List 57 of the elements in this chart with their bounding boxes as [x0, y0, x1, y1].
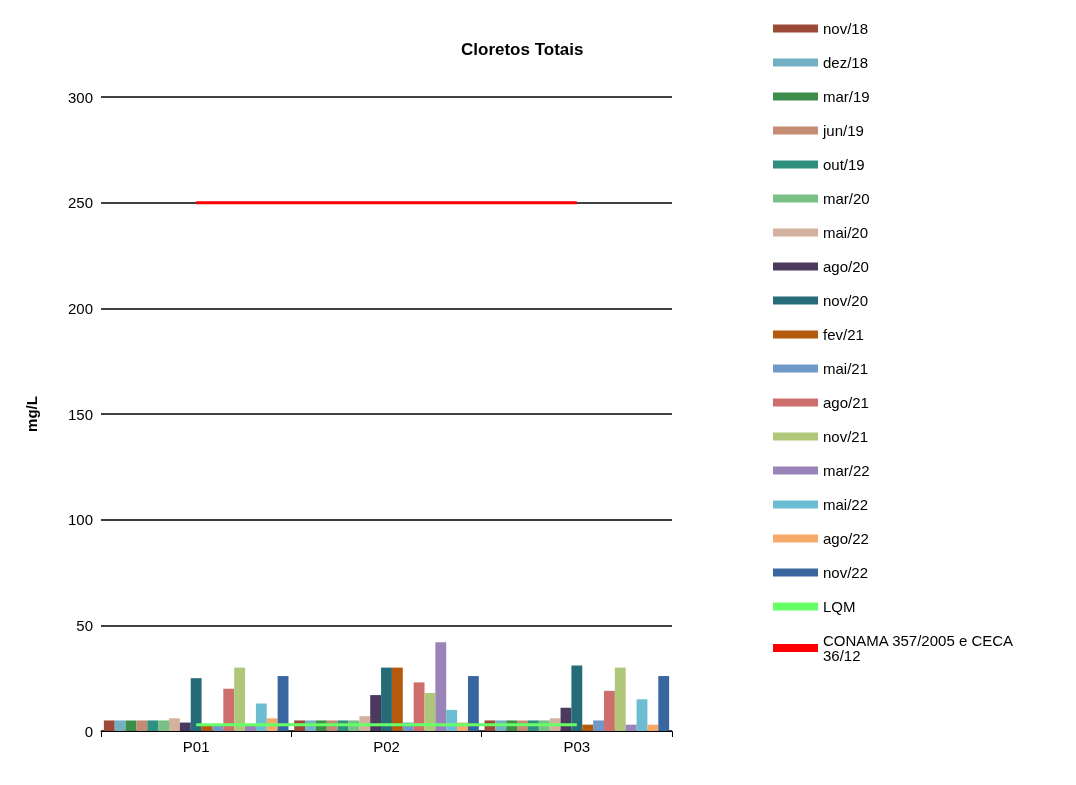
legend-label: ago/20 [823, 258, 869, 275]
y-tick-label: 300 [67, 88, 93, 106]
legend-label: ago/21 [823, 394, 869, 411]
legend-label: nov/22 [823, 564, 869, 581]
legend-label: mar/22 [823, 462, 870, 479]
bar [234, 667, 246, 731]
legend-label: nov/21 [823, 428, 869, 445]
legend-label: mar/19 [823, 88, 870, 105]
y-tick-label: 50 [76, 616, 93, 634]
legend-label: nov/20 [823, 292, 869, 309]
bar [467, 676, 479, 731]
bar [114, 720, 126, 731]
y-tick-label: 250 [67, 194, 93, 212]
bar [125, 720, 137, 731]
y-tick-label: 150 [67, 405, 93, 423]
bar [370, 695, 382, 731]
legend-label: mai/21 [823, 360, 869, 377]
chart-title: Cloretos Totais [461, 40, 584, 59]
bar [593, 720, 604, 731]
bar [636, 699, 648, 731]
legend-label: CONAMA 357/2005 e CECA 36/12 [823, 632, 1014, 664]
bar [614, 667, 626, 731]
x-tick-label: P01 [182, 738, 210, 755]
y-axis-title: mg/L [23, 396, 40, 432]
legend-label: mai/20 [823, 224, 869, 241]
legend-label: ago/22 [823, 530, 869, 547]
legend-label: out/19 [823, 156, 865, 173]
bar [169, 718, 180, 731]
bar [571, 665, 583, 731]
legend-label: dez/18 [823, 54, 869, 71]
bar [413, 682, 425, 731]
bar [223, 688, 235, 731]
legend-label: jun/19 [822, 122, 864, 139]
y-tick-label: 200 [67, 299, 93, 317]
bar [381, 667, 392, 731]
bar [647, 724, 659, 731]
bar [603, 690, 615, 731]
bar [136, 720, 148, 731]
bar [625, 724, 637, 731]
legend-label: fev/21 [823, 326, 864, 343]
legend-label: LQM [823, 598, 856, 615]
legend-label: mar/20 [823, 190, 870, 207]
bar [582, 724, 594, 731]
legend-label: nov/18 [823, 20, 869, 37]
bar [158, 720, 170, 731]
bar [391, 667, 403, 731]
bar [435, 642, 447, 731]
y-tick-label: 100 [67, 511, 93, 529]
bar [190, 678, 202, 731]
bar [658, 676, 670, 731]
bar [147, 720, 159, 731]
y-tick-label: 0 [84, 722, 93, 740]
x-tick-label: P03 [563, 738, 591, 755]
legend-label: mai/22 [823, 496, 869, 513]
bar [103, 720, 115, 731]
bar [179, 722, 191, 731]
x-tick-label: P02 [373, 738, 400, 755]
